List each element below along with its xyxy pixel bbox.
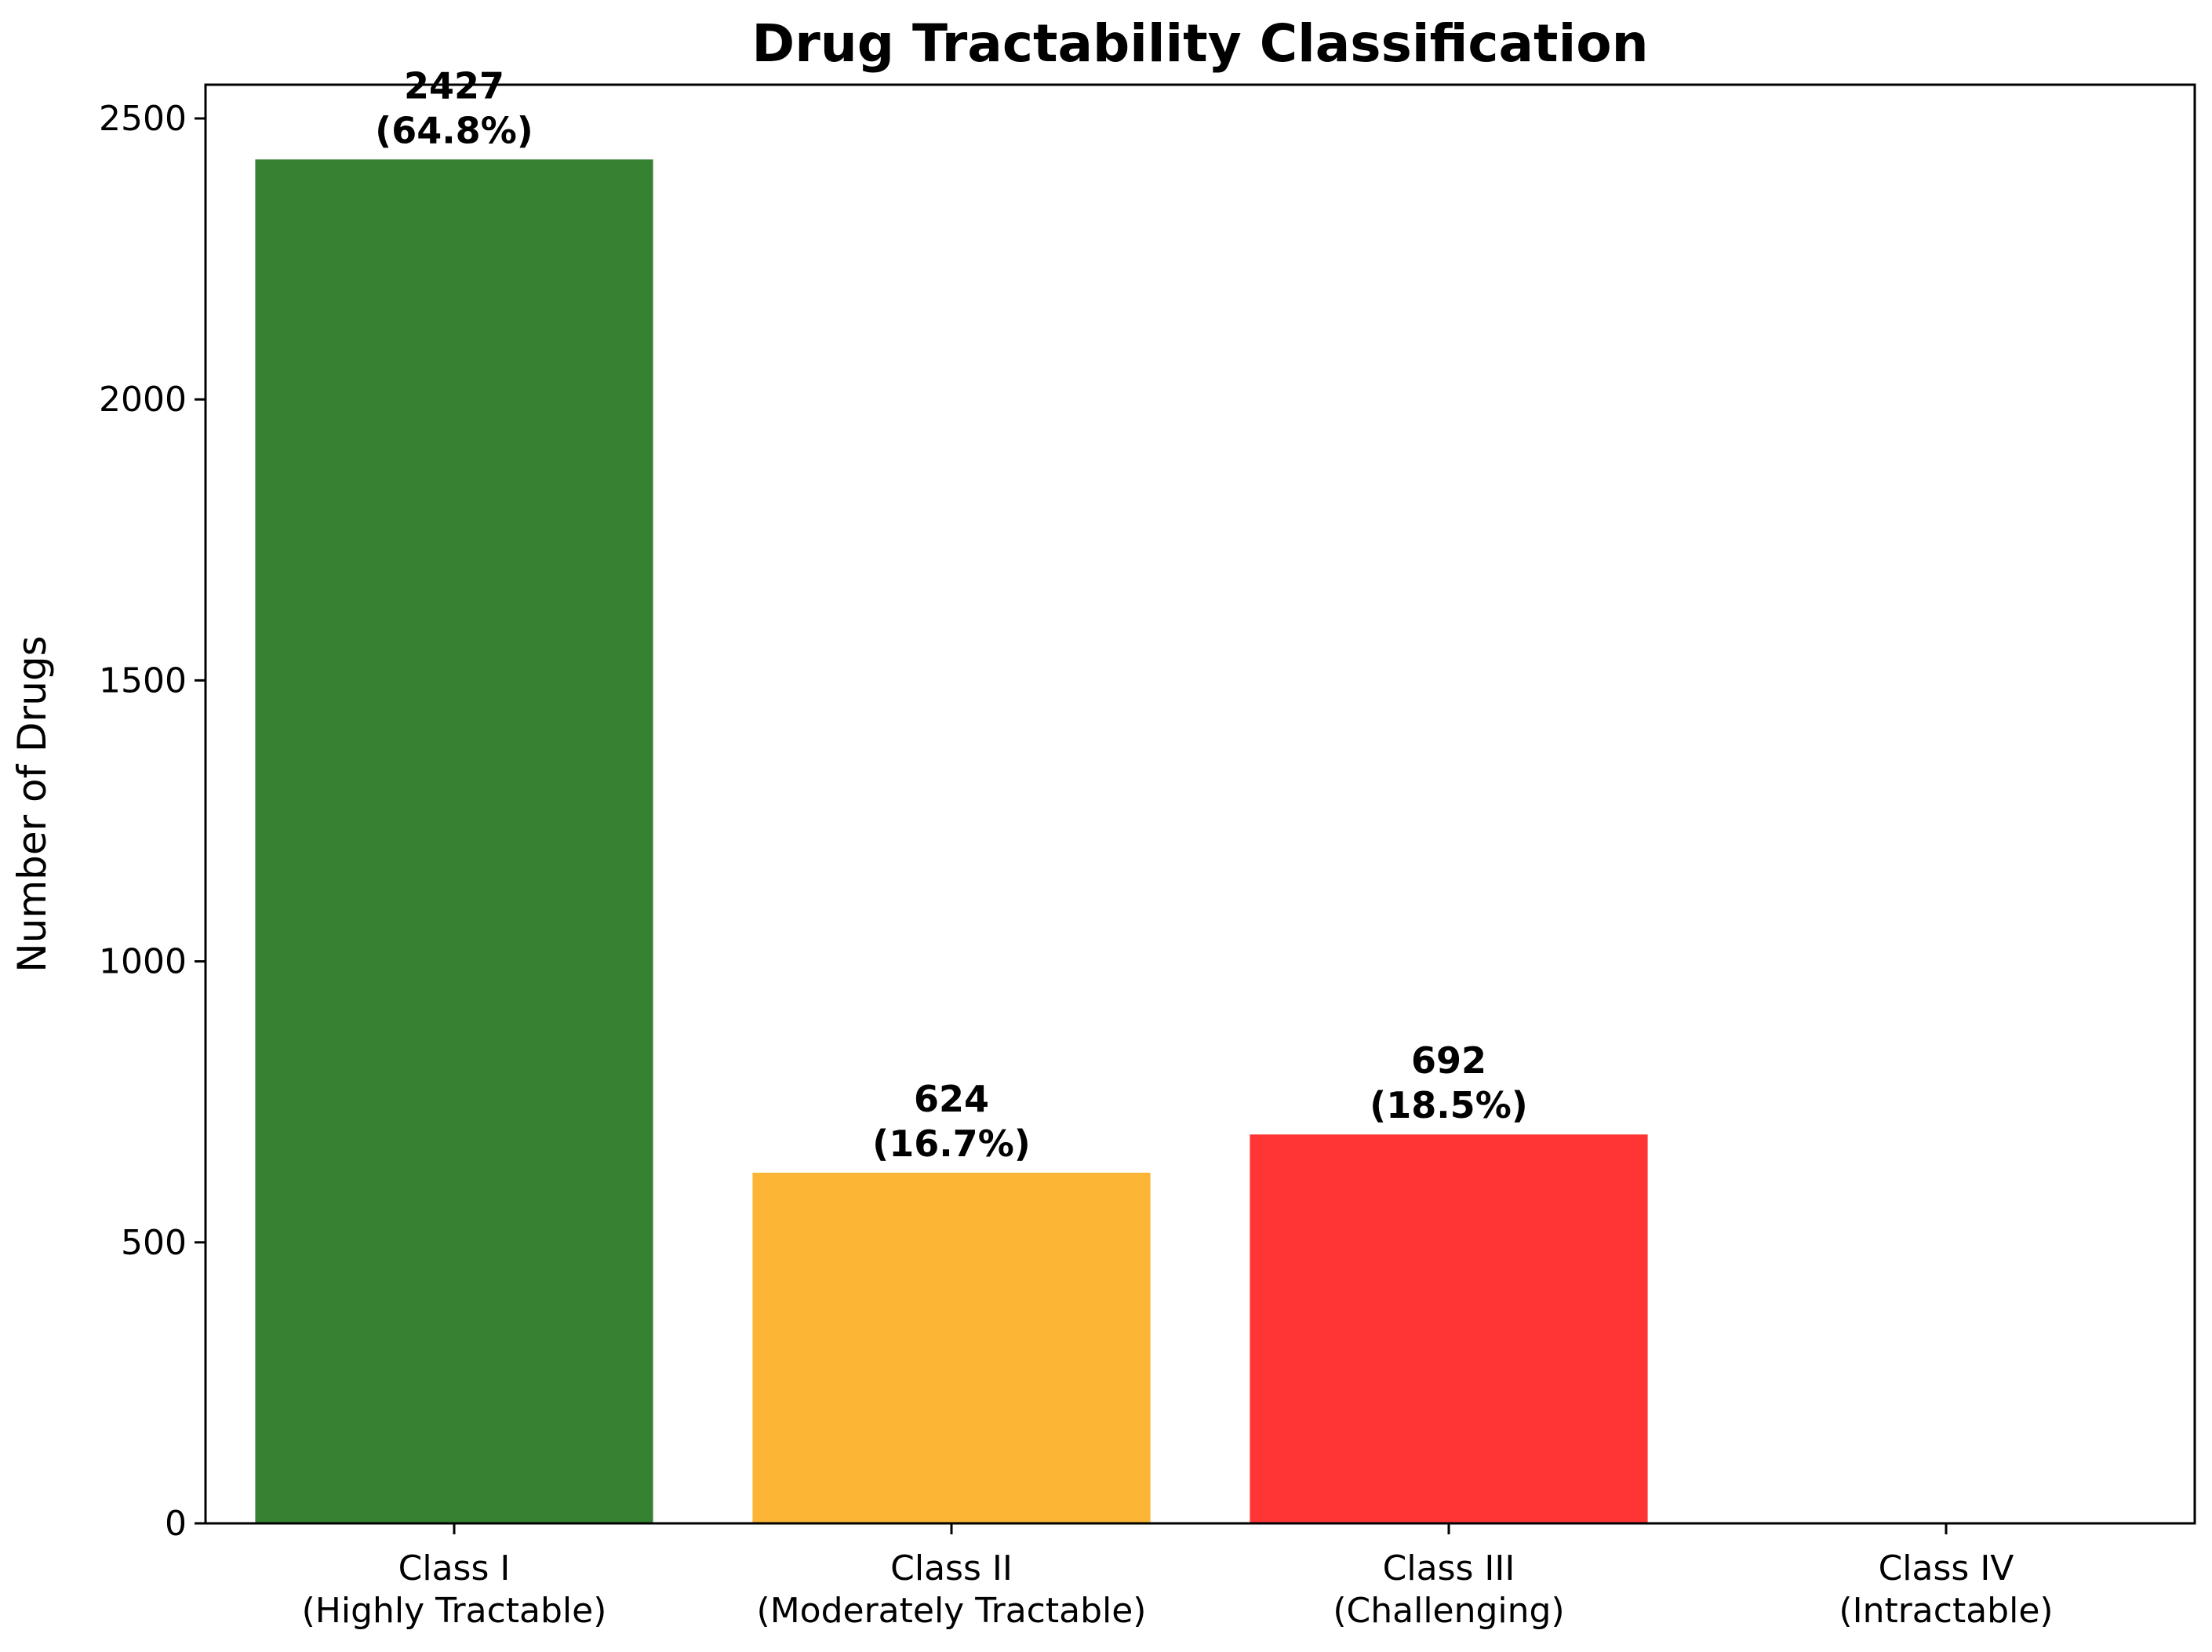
y-tick-label: 0 [165, 1504, 187, 1544]
x-tick-label-class-4: Class IV (Intractable) [1839, 1548, 2053, 1631]
bar-class-3 [1250, 1134, 1648, 1523]
x-tick-label-description: (Challenging) [1333, 1591, 1564, 1631]
x-tick-label-class: Class III [1383, 1548, 1515, 1588]
bar-label-count: 692 [1411, 1039, 1486, 1082]
bar-class-2 [752, 1172, 1151, 1523]
bar-label-count: 624 [914, 1078, 989, 1120]
bar-label-percent: (16.7%) [872, 1123, 1031, 1165]
plot-frame [204, 83, 2196, 1525]
y-tick-label: 500 [121, 1223, 187, 1263]
y-tick-label: 1500 [99, 660, 187, 700]
x-tick-label-class-1: Class I (Highly Tractable) [302, 1548, 607, 1631]
y-axis-label: Number of Drugs [9, 635, 55, 972]
x-tick-label-description: (Highly Tractable) [302, 1591, 607, 1631]
x-tick-label-class: Class II [890, 1548, 1013, 1588]
y-tick-label: 2500 [99, 99, 187, 139]
x-tick-label-class-3: Class III (Challenging) [1333, 1548, 1564, 1631]
x-tick-label-description: (Moderately Tractable) [757, 1591, 1147, 1631]
bar-class-1 [255, 159, 653, 1524]
x-tick-label-class-2: Class II (Moderately Tractable) [757, 1548, 1147, 1631]
y-axis: 0 500 1000 1500 2000 2500 [99, 99, 206, 1544]
y-tick-label: 1000 [99, 942, 187, 982]
bar-label-percent: (18.5%) [1370, 1084, 1528, 1126]
x-axis: Class I (Highly Tractable) Class II (Modera… [302, 1523, 2054, 1631]
bars-group [255, 159, 1648, 1524]
x-tick-label-description: (Intractable) [1839, 1591, 2053, 1631]
y-tick-label: 2000 [99, 380, 187, 420]
bar-label-percent: (64.8%) [375, 109, 533, 151]
bar-label-class-3: 692 (18.5%) [1370, 1039, 1528, 1126]
chart-title: Drug Tractability Classification [751, 13, 1648, 74]
x-tick-label-class: Class IV [1879, 1548, 2014, 1588]
bar-label-class-2: 624 (16.7%) [872, 1078, 1031, 1165]
bar-labels-group: 2427 (64.8%) 624 (16.7%) 692 (18.5%) [375, 64, 1528, 1165]
x-tick-label-class: Class I [398, 1548, 511, 1588]
bar-label-class-1: 2427 (64.8%) [375, 64, 533, 151]
